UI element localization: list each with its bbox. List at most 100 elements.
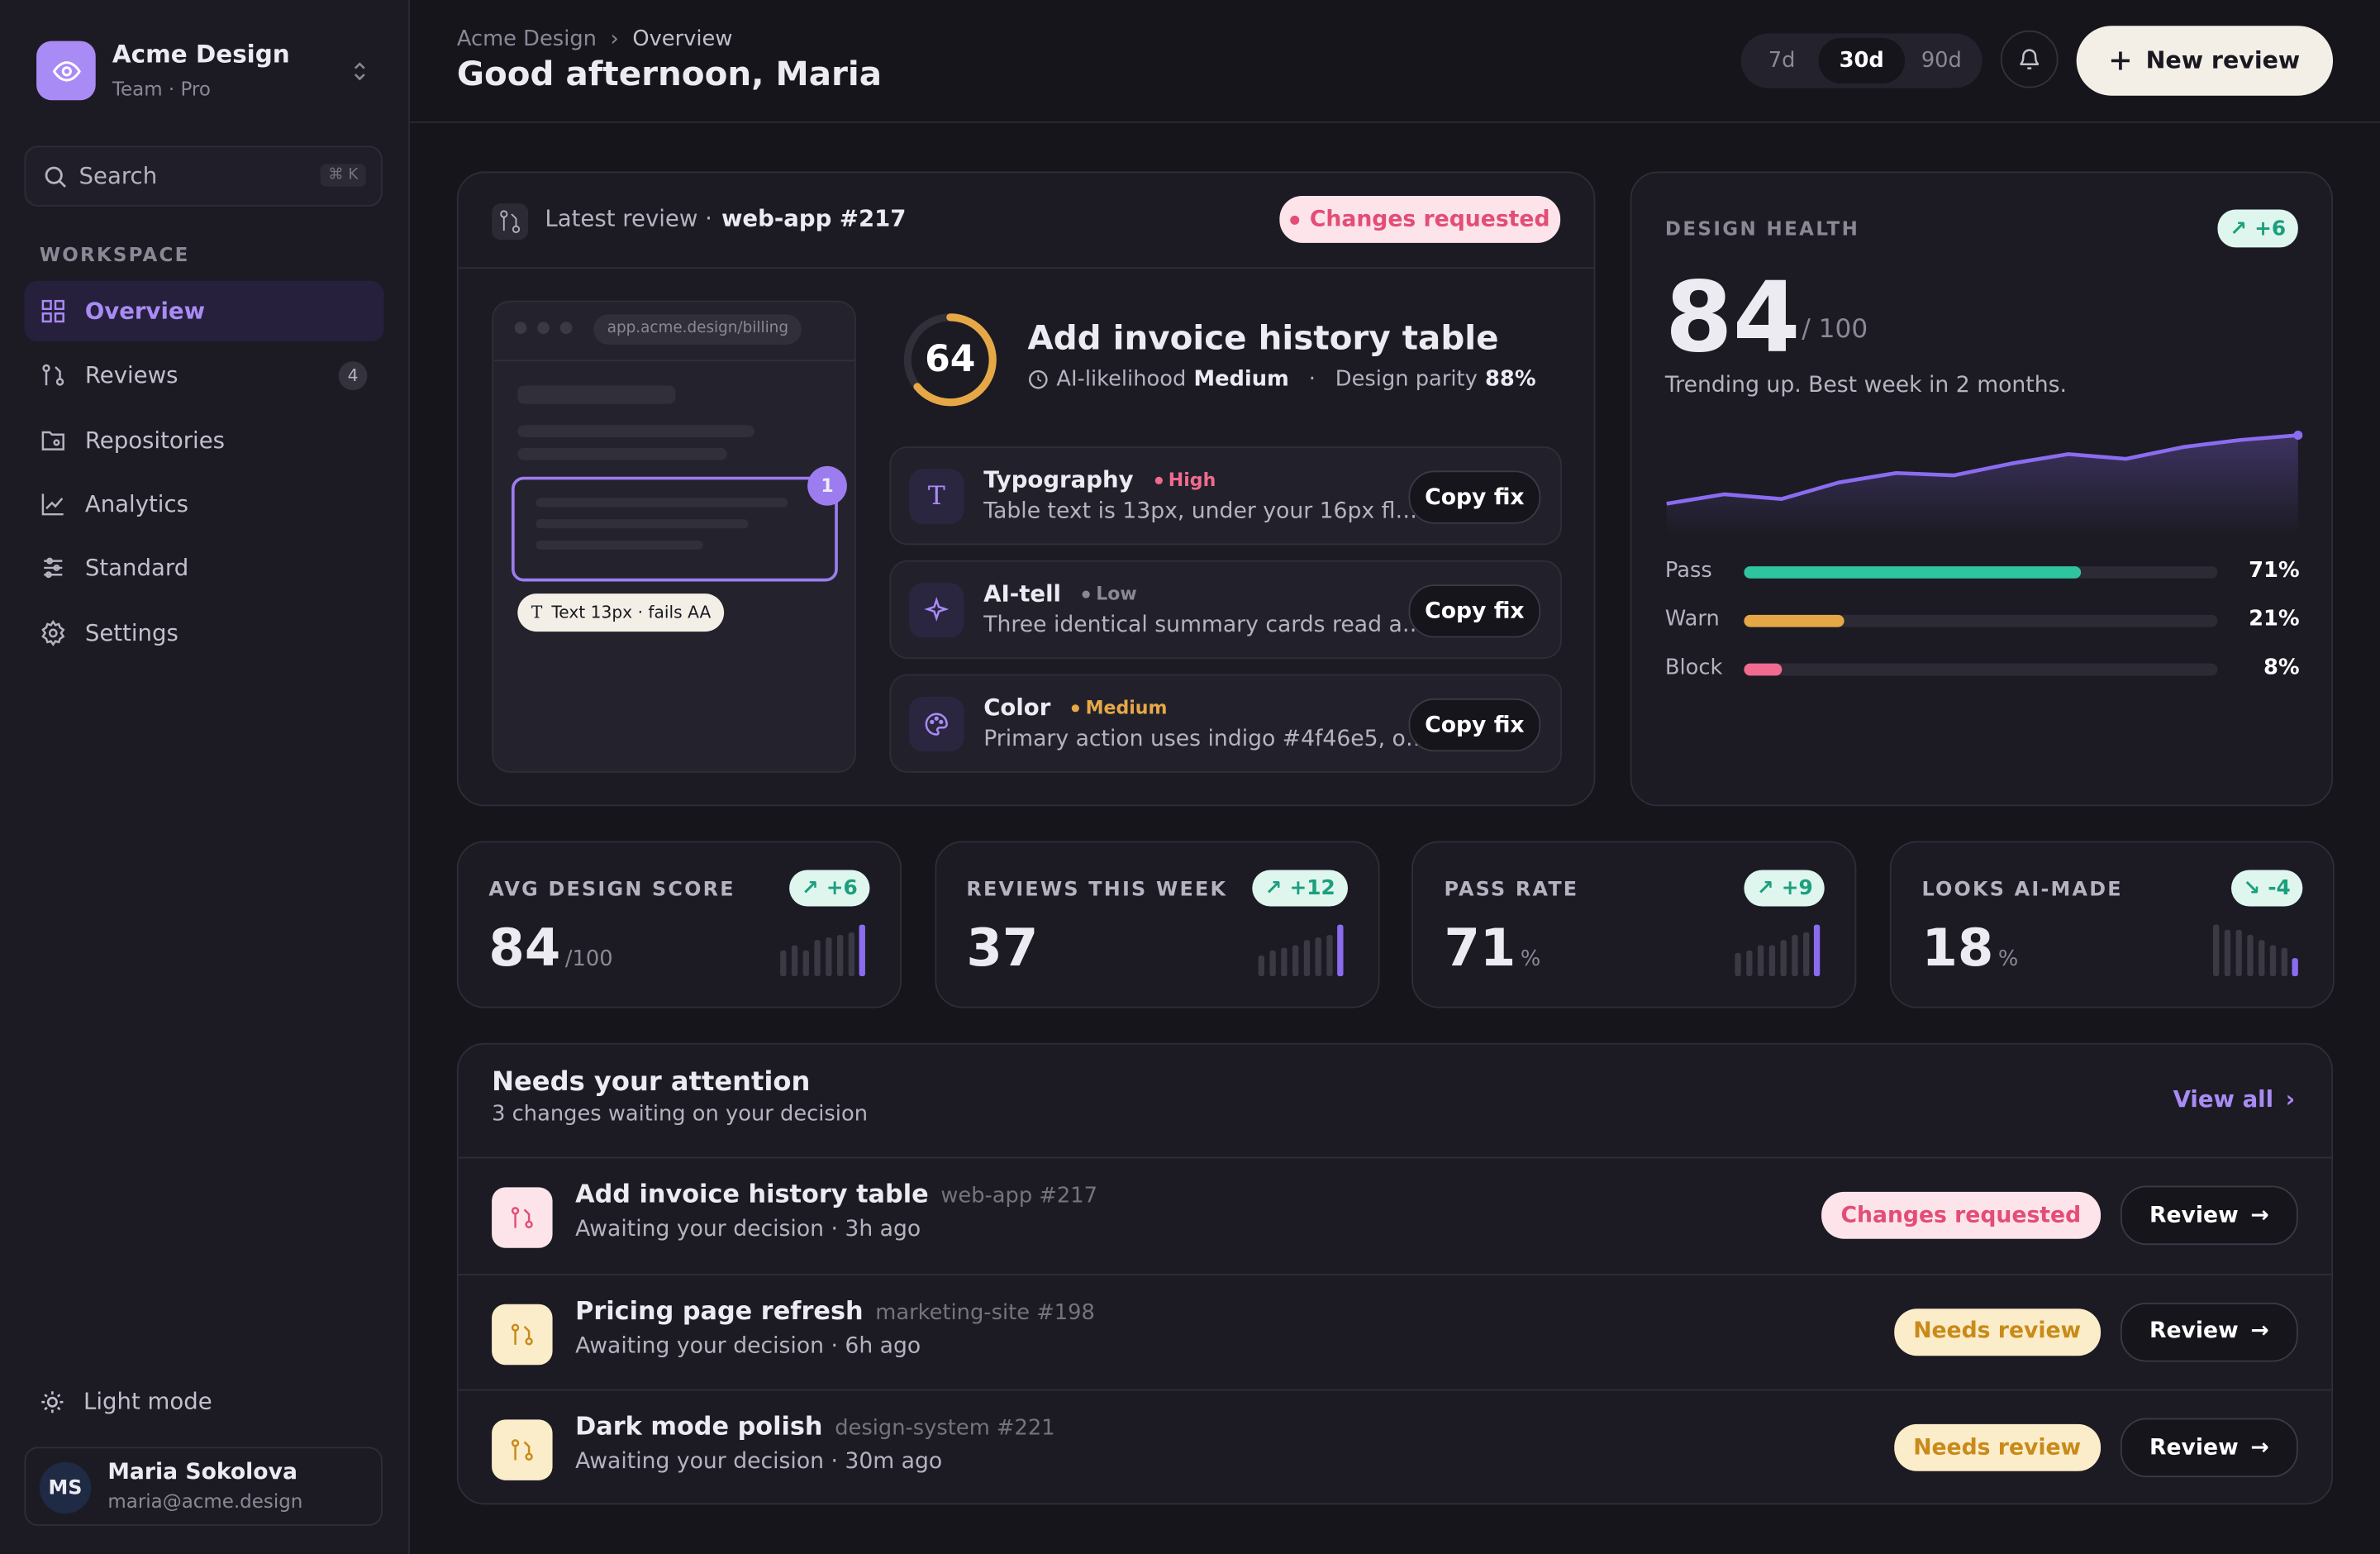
attention-row: Pricing page refresh marketing-site #198 A… xyxy=(458,1273,2332,1391)
nav-label: Settings xyxy=(84,618,178,646)
user-name: Maria Sokolova xyxy=(107,1460,298,1485)
bar-name: Pass xyxy=(1664,558,1712,584)
attention-row: Dark mode polish design-system #221 Awaiti… xyxy=(458,1390,2332,1508)
value: 71 xyxy=(1444,918,1516,980)
issue-title-row: AI-tell Low xyxy=(983,580,1137,608)
issue-icon: T xyxy=(909,469,964,524)
score: 64 xyxy=(925,338,975,380)
logo xyxy=(36,41,96,101)
bar-row: Block 8% xyxy=(1665,655,2300,679)
nav-item[interactable]: Repositories xyxy=(24,409,383,470)
light-mode[interactable]: Light mode xyxy=(40,1388,212,1415)
delta-badge: ↗ +9 xyxy=(1745,870,1825,907)
delta-badge: ↗ +6 xyxy=(789,870,870,907)
delta-badge: ↗ +12 xyxy=(1252,870,1348,907)
review-label: Review xyxy=(2149,1319,2239,1344)
bar-name: Block xyxy=(1664,655,1723,680)
attention-row: Add invoice history table web-app #217 Awa… xyxy=(458,1156,2332,1275)
nav-item[interactable]: Reviews 4 xyxy=(24,345,383,405)
spark-bar xyxy=(1735,952,1742,977)
stat-label: PASS RATE xyxy=(1444,879,1579,903)
row-repo: design-system #221 xyxy=(835,1417,1055,1442)
nav-item[interactable]: Standard xyxy=(24,538,383,598)
stat-label: LOOKS AI-MADE xyxy=(1921,879,2123,903)
spark-bar xyxy=(826,937,832,977)
range-option[interactable]: 90d xyxy=(1921,48,1962,74)
latest-label: Latest review · web-app #217 xyxy=(545,205,906,232)
range-option[interactable]: 30d xyxy=(1818,37,1906,84)
notifications[interactable] xyxy=(2000,30,2059,88)
unit: % xyxy=(1997,947,2019,972)
preview: app.acme.design/billing 1 T Text 13px · f… xyxy=(492,300,856,773)
spark-bar xyxy=(1814,924,1821,977)
status-pill: Changes requested xyxy=(1279,195,1561,243)
stat-card: PASS RATE ↗ +9 71% xyxy=(1411,841,1858,1008)
window-dots xyxy=(514,322,573,335)
range-switch: 7d 30d 90d xyxy=(1740,33,1983,88)
severity: Low xyxy=(1082,583,1137,604)
view-all[interactable]: View all › xyxy=(2173,1085,2296,1113)
search[interactable]: Search ⌘ K xyxy=(24,145,383,207)
row-meta: Awaiting your decision · 30m ago xyxy=(575,1450,943,1475)
issue-title: Typography xyxy=(983,465,1134,493)
copy-fix-button[interactable]: Copy fix xyxy=(1408,584,1541,638)
switcher[interactable] xyxy=(350,60,369,82)
range-option[interactable]: 7d xyxy=(1768,48,1796,74)
row-title-line: Add invoice history table web-app #217 xyxy=(575,1180,1097,1208)
issue: T Typography High Table text is 13px, under… xyxy=(889,446,1563,546)
row-title-line: Dark mode polish design-system #221 xyxy=(575,1413,1054,1442)
new-review-button[interactable]: New review xyxy=(2076,26,2334,96)
copy-fix-button[interactable]: Copy fix xyxy=(1408,698,1541,752)
delta: +9 xyxy=(1781,875,1813,901)
review-button[interactable]: Review → xyxy=(2120,1302,2298,1361)
spark-bar xyxy=(1792,935,1799,977)
review-label: Review xyxy=(2149,1203,2239,1228)
nav-item[interactable]: Settings xyxy=(24,602,383,662)
review-button[interactable]: Review → xyxy=(2120,1185,2298,1246)
spark-bar xyxy=(2259,940,2265,977)
spark-bar xyxy=(1746,950,1754,977)
sparkbars xyxy=(1258,924,1343,977)
nav-label: Standard xyxy=(84,554,189,582)
card-label: DESIGN HEALTH xyxy=(1664,217,1860,241)
bar-value: 71% xyxy=(2249,558,2300,584)
health-note: Trending up. Best week in 2 months. xyxy=(1664,373,2067,398)
user[interactable]: MS Maria Sokolova maria@acme.design xyxy=(24,1447,383,1526)
parity-label: Design parity xyxy=(1335,367,1478,392)
bar-row: Warn 21% xyxy=(1665,608,2300,632)
repo: web-app #217 xyxy=(721,204,907,233)
url: app.acme.design/billing xyxy=(593,314,802,345)
stat-card: REVIEWS THIS WEEK ↗ +12 37 xyxy=(934,841,1380,1008)
design-health-card: DESIGN HEALTH ↗ +6 84 / 100 Trending up. … xyxy=(1630,171,2334,807)
issue-icon xyxy=(909,583,964,638)
spark-bar xyxy=(2292,958,2298,977)
nav-label: Analytics xyxy=(84,490,188,518)
search-placeholder: Search xyxy=(79,162,158,190)
nav-item[interactable]: Analytics xyxy=(24,474,383,534)
row-repo: web-app #217 xyxy=(940,1184,1098,1209)
bar-track xyxy=(1744,614,2218,627)
nav-label: Overview xyxy=(84,298,206,326)
row-repo: marketing-site #198 xyxy=(875,1300,1095,1325)
bar-value: 8% xyxy=(2263,655,2300,680)
attention-title: Needs your attention xyxy=(492,1067,811,1098)
bar-fill xyxy=(1744,663,1783,676)
spark-bar xyxy=(1781,940,1787,977)
avatar: MS xyxy=(39,1461,92,1514)
score-ring: 64 xyxy=(903,313,997,407)
separator: · xyxy=(1308,367,1316,392)
stat-card: AVG DESIGN SCORE ↗ +6 84/100 xyxy=(456,841,902,1008)
row-title: Add invoice history table xyxy=(575,1180,929,1209)
copy-fix-button[interactable]: Copy fix xyxy=(1408,470,1541,524)
crumb[interactable]: Acme Design xyxy=(456,27,597,52)
bar-track xyxy=(1744,663,2218,676)
marker[interactable]: 1 xyxy=(807,465,847,506)
latest-review-card: Latest review · web-app #217 Changes requ… xyxy=(456,171,1596,807)
user-email: maria@acme.design xyxy=(107,1489,303,1513)
sparkbars xyxy=(1735,924,1821,977)
nav-item[interactable]: Overview xyxy=(24,280,384,342)
stat-card: LOOKS AI-MADE ↘ -4 18% xyxy=(1889,841,2335,1008)
review-button[interactable]: Review → xyxy=(2120,1418,2298,1478)
issue-title-row: Color Medium xyxy=(983,694,1167,721)
